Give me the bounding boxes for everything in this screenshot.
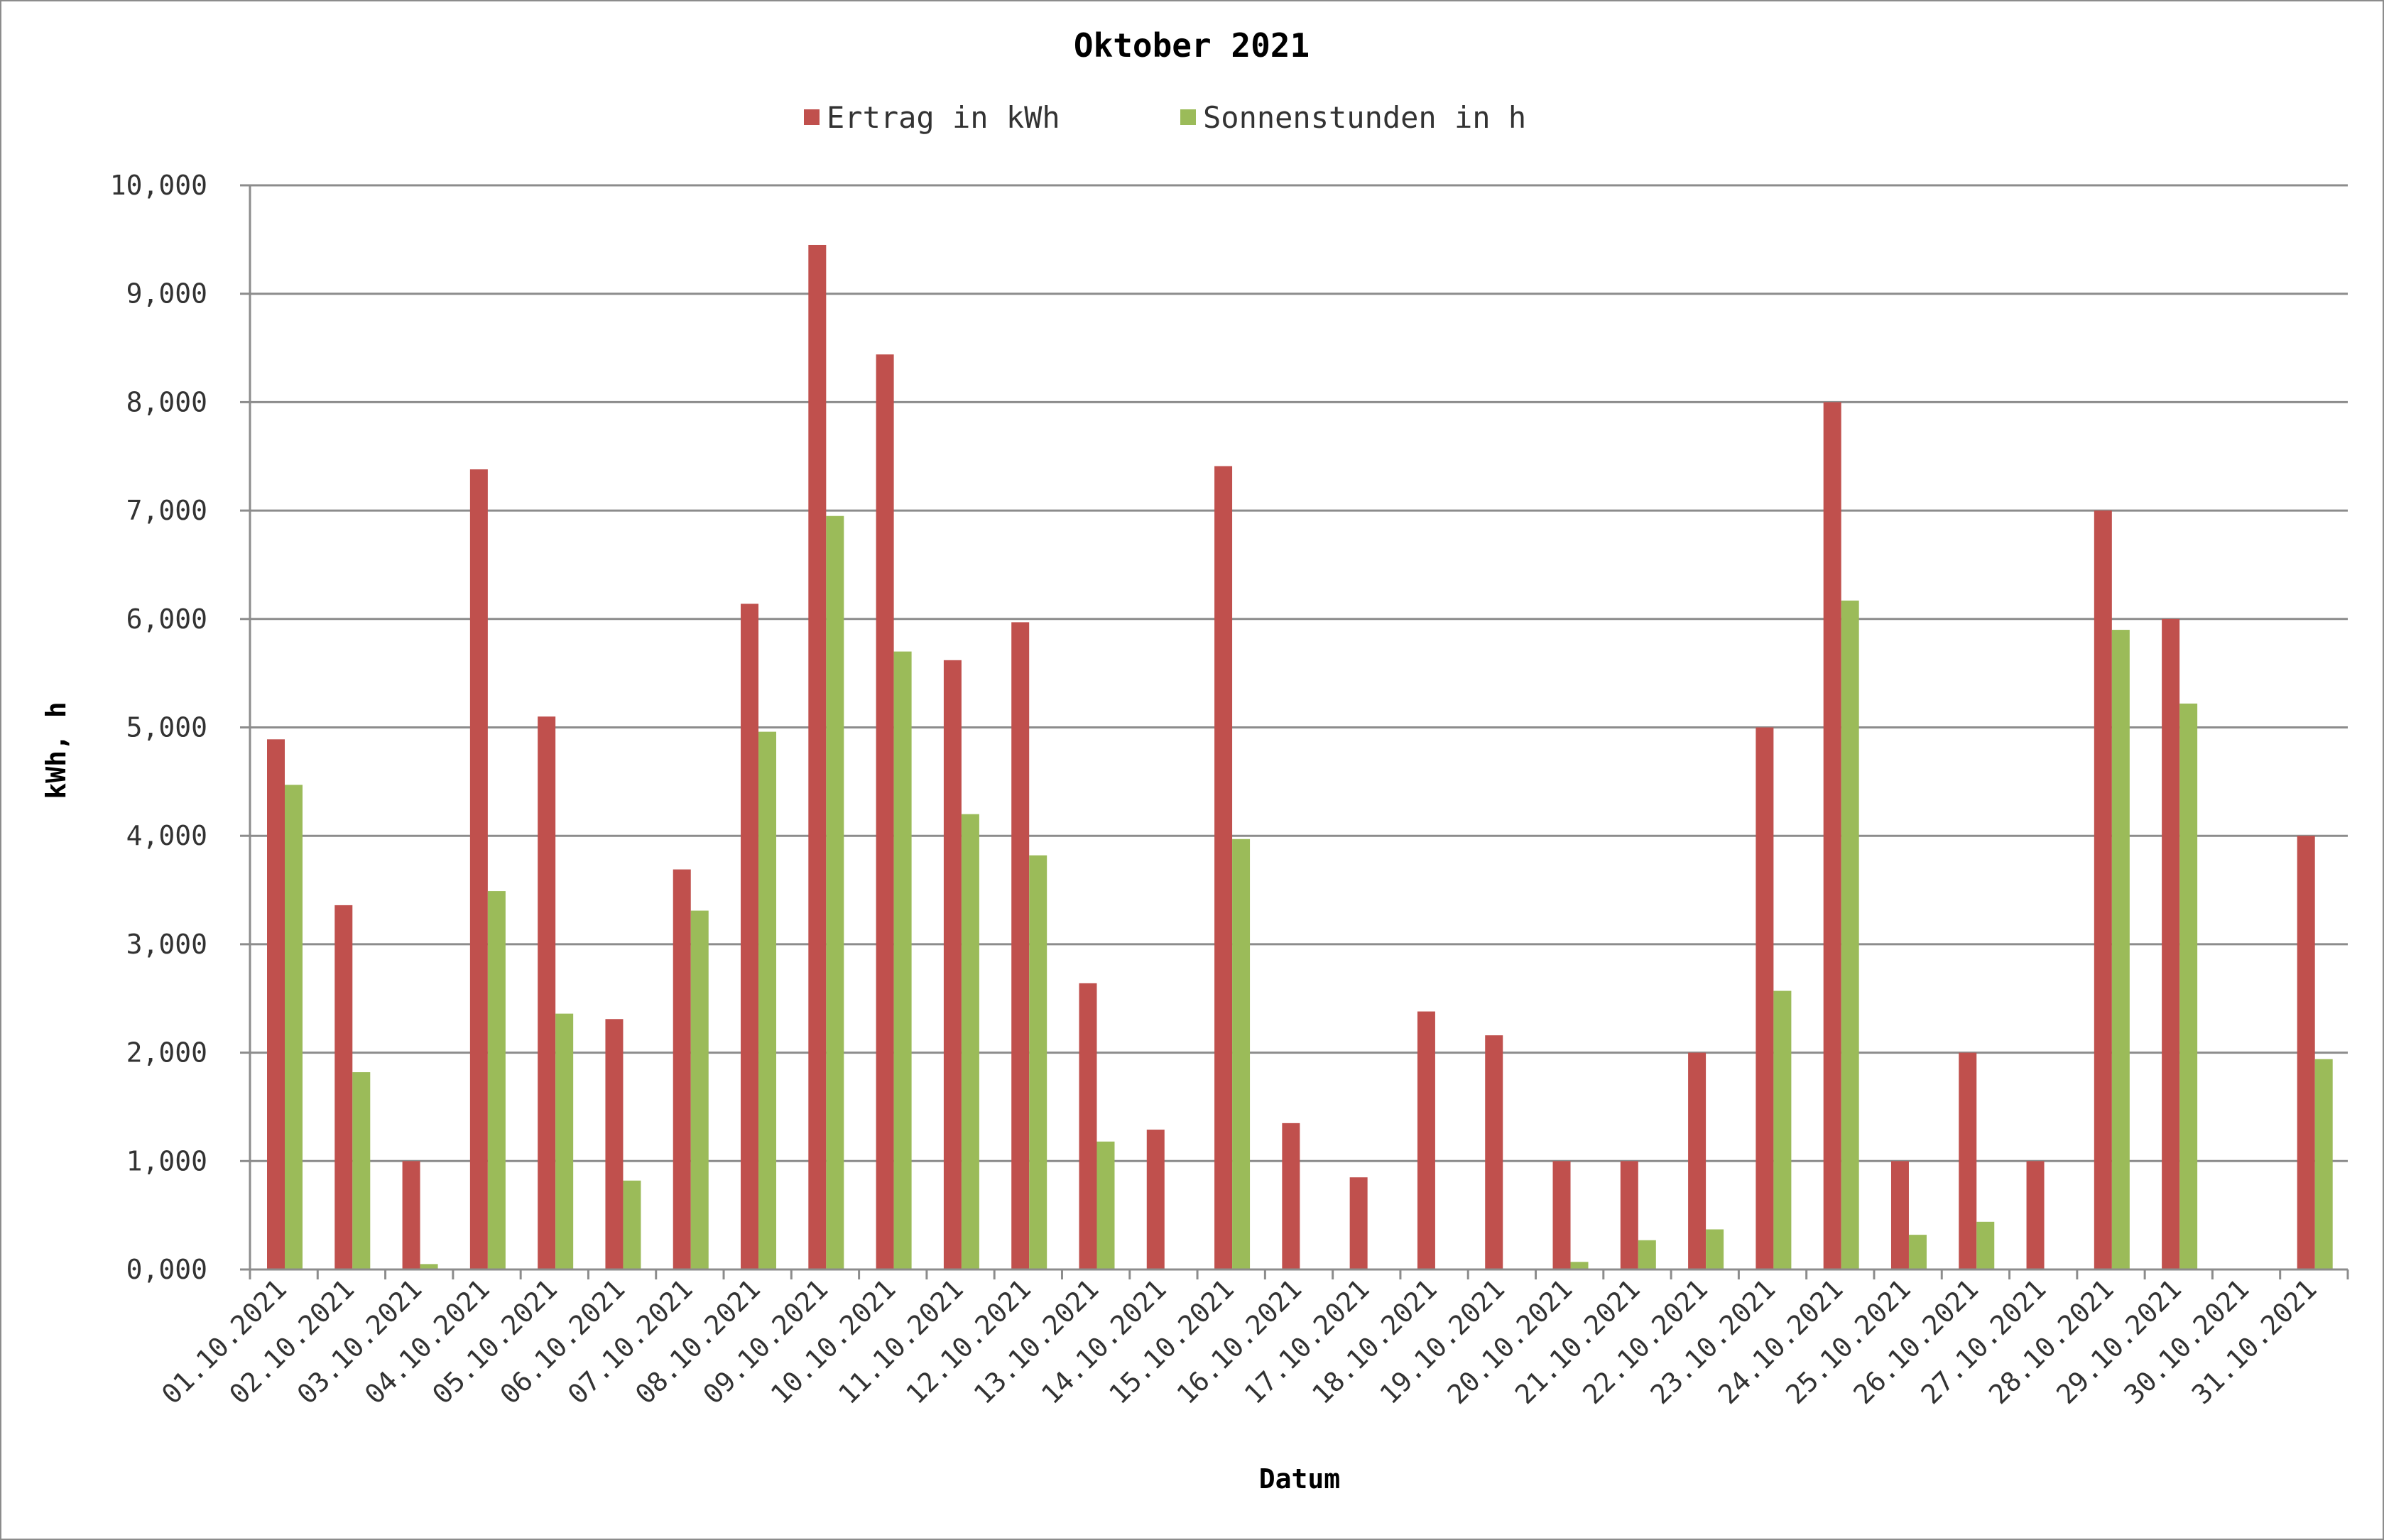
bar-sonnenstunden bbox=[1570, 1262, 1589, 1269]
bar-sonnenstunden bbox=[1841, 600, 1859, 1269]
bar-ertrag bbox=[2094, 510, 2112, 1269]
bar-sonnenstunden bbox=[2111, 630, 2130, 1269]
y-tick-label: 3,000 bbox=[126, 929, 207, 960]
y-tick-label: 5,000 bbox=[126, 712, 207, 743]
bar-sonnenstunden bbox=[555, 1013, 574, 1269]
legend-label-ertrag: Ertrag in kWh bbox=[827, 100, 1060, 135]
bar-sonnenstunden bbox=[285, 785, 303, 1269]
bar-ertrag bbox=[469, 469, 488, 1269]
bar-ertrag bbox=[1823, 402, 1841, 1269]
bar-sonnenstunden bbox=[1096, 1141, 1115, 1269]
y-tick-label: 4,000 bbox=[126, 820, 207, 851]
bar-ertrag bbox=[741, 604, 759, 1269]
bar-ertrag bbox=[1417, 1011, 1435, 1269]
y-tick-label: 7,000 bbox=[126, 495, 207, 526]
legend: Ertrag in kWh Sonnenstunden in h bbox=[804, 100, 1526, 135]
bar-ertrag bbox=[267, 739, 285, 1269]
y-tick-label: 6,000 bbox=[126, 604, 207, 635]
bar-ertrag bbox=[1079, 983, 1097, 1269]
bar-ertrag bbox=[943, 660, 962, 1269]
bar-sonnenstunden bbox=[1029, 855, 1047, 1269]
x-axis-title: Datum bbox=[1259, 1463, 1340, 1495]
bar-ertrag bbox=[1756, 727, 1774, 1269]
y-tick-label: 2,000 bbox=[126, 1037, 207, 1069]
bar-sonnenstunden bbox=[690, 910, 709, 1269]
bar-ertrag bbox=[808, 244, 827, 1269]
y-axis-ticks: 0,000 1,000 2,000 3,000 4,000 5,000 6,000 7,000… bbox=[110, 170, 250, 1285]
bar-ertrag bbox=[1349, 1177, 1368, 1269]
bar-ertrag bbox=[1959, 1052, 1977, 1269]
bar-sonnenstunden bbox=[420, 1264, 438, 1269]
bar-ertrag bbox=[876, 354, 894, 1269]
bar-ertrag bbox=[1620, 1161, 1638, 1269]
legend-swatch-ertrag bbox=[804, 109, 820, 125]
bar-ertrag bbox=[673, 869, 691, 1269]
bar-sonnenstunden bbox=[758, 731, 777, 1269]
bar-sonnenstunden bbox=[1638, 1240, 1656, 1269]
bar-ertrag bbox=[1485, 1035, 1503, 1269]
bar-sonnenstunden bbox=[961, 814, 979, 1269]
bar-sonnenstunden bbox=[826, 515, 844, 1269]
bar-sonnenstunden bbox=[623, 1180, 641, 1269]
y-axis-title: kWh, h bbox=[40, 701, 72, 799]
bar-sonnenstunden bbox=[2179, 703, 2198, 1269]
bar-ertrag bbox=[605, 1019, 624, 1269]
y-tick-label: 9,000 bbox=[126, 278, 207, 310]
bar-sonnenstunden bbox=[1773, 990, 1792, 1269]
bar-ertrag bbox=[1011, 622, 1030, 1269]
bar-ertrag bbox=[1552, 1161, 1571, 1269]
bar-ertrag bbox=[402, 1161, 420, 1269]
bar-ertrag bbox=[538, 716, 556, 1269]
bar-ertrag bbox=[2297, 836, 2315, 1269]
bar-sonnenstunden bbox=[1976, 1221, 1995, 1269]
bars bbox=[267, 244, 2333, 1270]
bar-ertrag bbox=[1146, 1130, 1165, 1269]
bar-ertrag bbox=[2162, 618, 2180, 1269]
y-tick-label: 1,000 bbox=[126, 1145, 207, 1176]
legend-label-sonnenstunden: Sonnenstunden in h bbox=[1203, 100, 1526, 135]
x-axis-ticks: 01.10.202102.10.202103.10.202104.10.2021… bbox=[156, 1269, 2349, 1410]
bar-ertrag bbox=[1214, 466, 1233, 1270]
bar-sonnenstunden bbox=[1908, 1235, 1927, 1269]
bar-sonnenstunden bbox=[1706, 1229, 1724, 1269]
bar-ertrag bbox=[1890, 1161, 1909, 1269]
bar-sonnenstunden bbox=[1232, 839, 1251, 1269]
bar-ertrag bbox=[334, 905, 353, 1269]
chart-title: Oktober 2021 bbox=[1074, 26, 1310, 65]
y-tick-label: 10,000 bbox=[110, 170, 207, 201]
legend-swatch-sonnenstunden bbox=[1180, 109, 1196, 125]
gridlines bbox=[249, 184, 2348, 1269]
bar-sonnenstunden bbox=[893, 651, 912, 1269]
bar-sonnenstunden bbox=[2314, 1059, 2333, 1269]
bar-ertrag bbox=[1688, 1052, 1707, 1269]
bar-ertrag bbox=[2026, 1161, 2045, 1269]
bar-ertrag bbox=[1282, 1123, 1300, 1269]
y-tick-label: 0,000 bbox=[126, 1254, 207, 1285]
bar-sonnenstunden bbox=[487, 891, 506, 1269]
y-tick-label: 8,000 bbox=[126, 386, 207, 417]
bar-sonnenstunden bbox=[352, 1072, 371, 1269]
